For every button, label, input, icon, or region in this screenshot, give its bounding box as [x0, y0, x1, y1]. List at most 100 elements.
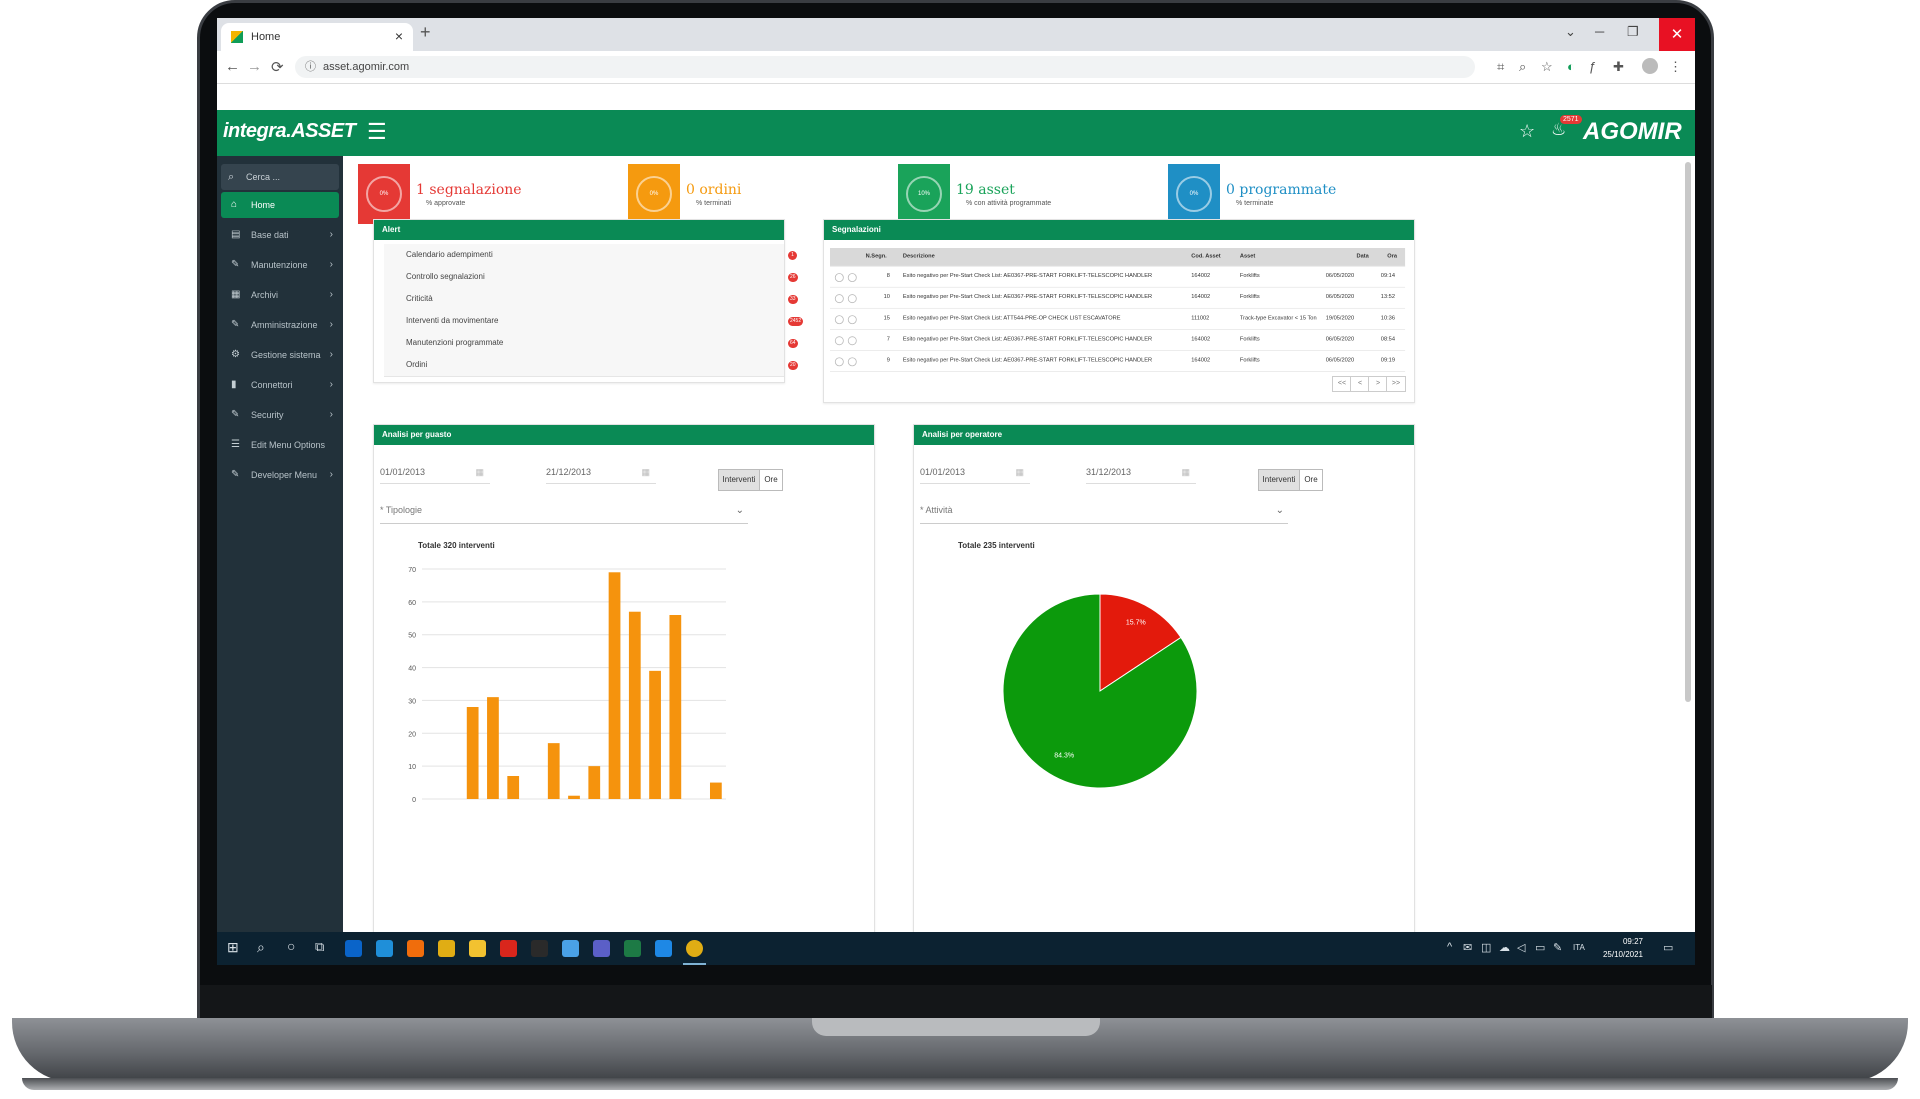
qr-icon[interactable]: ⌗ [1497, 59, 1505, 74]
hamburger-icon[interactable]: ☰ [367, 119, 387, 144]
sidebar-item-9[interactable]: ✎ Developer Menu › [221, 462, 339, 488]
reload-button[interactable]: ⟳ [271, 59, 284, 76]
alert-row[interactable]: Controllo segnalazioni 26 [384, 266, 798, 289]
attivita-select[interactable]: * Attività ⌄ [920, 503, 1288, 524]
column-header[interactable]: Descrizione [902, 253, 935, 260]
kpi-card-2[interactable]: 10% 19 asset % con attività programmate [898, 164, 1188, 232]
interventi-toggle[interactable]: Interventi [718, 469, 760, 491]
column-header[interactable]: Cod. Asset [1191, 253, 1221, 260]
gx-app-icon[interactable] [531, 940, 548, 957]
bar[interactable] [608, 572, 621, 799]
volume-tray-icon[interactable]: ◁ [1517, 942, 1526, 954]
bar[interactable] [709, 782, 722, 799]
cortana-icon[interactable]: ○ [287, 938, 296, 954]
back-button[interactable]: ← [225, 58, 240, 75]
row-radio[interactable] [834, 273, 844, 283]
teams-app-icon[interactable] [593, 940, 610, 957]
site-info-icon[interactable]: ⓘ [305, 61, 316, 73]
alert-row[interactable]: Calendario adempimenti 1 [384, 244, 797, 267]
ore-toggle[interactable]: Ore [1299, 469, 1323, 491]
row-radio[interactable] [847, 336, 857, 346]
extension-icon[interactable]: ◐ [1567, 59, 1575, 74]
notifications-bell-icon[interactable]: ♨ [1551, 120, 1567, 139]
puzzle-icon[interactable]: ✚ [1613, 59, 1624, 74]
function-icon[interactable]: ƒ [1589, 59, 1597, 74]
table-row[interactable]: 9 Esito negativo per Pre-Start Check List… [830, 350, 1406, 372]
sidebar-item-3[interactable]: ▦ Archivi › [221, 282, 339, 308]
row-radio[interactable] [847, 315, 857, 325]
app-logo[interactable]: integra.ASSET [223, 120, 356, 142]
calendar-icon[interactable]: ▦ [475, 467, 484, 477]
language-indicator[interactable]: ITA [1573, 943, 1585, 952]
bar[interactable] [507, 776, 520, 799]
bar[interactable] [588, 766, 601, 799]
date-from-input[interactable]: 01/01/2013 ▦ [380, 467, 490, 484]
calendar-icon[interactable]: ▦ [1015, 467, 1024, 477]
pen-tray-icon[interactable]: ✎ [1553, 942, 1563, 954]
kpi-card-1[interactable]: 0% 0 ordini % terminati [628, 164, 918, 232]
main-scrollbar[interactable] [1685, 162, 1691, 702]
bar[interactable] [466, 707, 479, 799]
row-radio[interactable] [847, 357, 857, 367]
tipologie-select[interactable]: * Tipologie ⌄ [380, 503, 748, 524]
calendar-icon[interactable]: ▦ [1181, 467, 1190, 477]
notifications-icon[interactable]: ▭ [1663, 942, 1674, 954]
table-row[interactable]: 8 Esito negativo per Pre-Start Check List… [830, 266, 1406, 288]
row-radio[interactable] [834, 336, 844, 346]
alert-row[interactable]: Manutenzioni programmate 64 [384, 332, 798, 355]
table-row[interactable]: 7 Esito negativo per Pre-Start Check List… [830, 329, 1406, 351]
task-view-icon[interactable]: ⧉ [315, 939, 325, 954]
table-row[interactable]: 10 Esito negativo per Pre-Start Check Lis… [830, 287, 1406, 309]
column-header[interactable]: N.Segn. [865, 253, 887, 260]
display-tray-icon[interactable]: ▭ [1535, 942, 1546, 954]
interventi-toggle[interactable]: Interventi [1258, 469, 1300, 491]
sidebar-search-input[interactable]: ⌕ Cerca ... [221, 164, 339, 190]
cloud-tray-icon[interactable]: ☁ [1499, 942, 1510, 954]
clock[interactable]: 09:27 25/10/2021 [1597, 935, 1643, 961]
pager-button[interactable]: >> [1386, 376, 1406, 392]
sidebar-item-6[interactable]: ▮ Connettori › [221, 372, 339, 398]
bar[interactable] [547, 743, 560, 799]
profile-avatar[interactable] [1642, 58, 1658, 74]
excel-app-icon[interactable] [624, 940, 641, 957]
pager-button[interactable]: << [1332, 376, 1352, 392]
tab-search-icon[interactable]: ⌄ [1565, 24, 1576, 39]
browser-tab[interactable]: Home × [221, 23, 413, 51]
outlook-app-icon[interactable] [345, 940, 362, 957]
kpi-card-3[interactable]: 0% 0 programmate % terminate [1168, 164, 1458, 232]
mail-tray-icon[interactable]: ✉ [1463, 942, 1473, 954]
row-radio[interactable] [834, 294, 844, 304]
bar[interactable] [649, 670, 661, 799]
sidebar-item-2[interactable]: ✎ Manutenzione › [221, 252, 339, 278]
minimize-button[interactable]: ─ [1595, 24, 1605, 39]
notes-app-icon[interactable] [562, 940, 579, 957]
column-header[interactable]: Ora [1387, 253, 1398, 260]
alert-row[interactable]: Interventi da movimentare 2452 [384, 310, 804, 333]
sidebar-item-8[interactable]: ☰ Edit Menu Options [221, 432, 339, 458]
table-row[interactable]: 15 Esito negativo per Pre-Start Check Lis… [830, 308, 1406, 330]
restore-button[interactable]: ❐ [1627, 24, 1639, 39]
pager-button[interactable]: < [1350, 376, 1370, 392]
mail-app-icon[interactable] [655, 940, 672, 957]
zoom-icon[interactable]: ⌕ [1519, 59, 1527, 74]
calendar-icon[interactable]: ▦ [641, 467, 650, 477]
sidebar-item-4[interactable]: ✎ Amministrazione › [221, 312, 339, 338]
date-to-input[interactable]: 21/12/2013 ▦ [546, 467, 656, 484]
kpi-card-0[interactable]: 0% 1 segnalazione % approvate [358, 164, 648, 232]
row-radio[interactable] [834, 315, 844, 325]
date-from-input[interactable]: 01/01/2013 ▦ [920, 467, 1030, 484]
pie-slice[interactable] [1099, 593, 1182, 692]
bar[interactable] [568, 795, 580, 799]
chrome-app-icon[interactable] [438, 940, 455, 957]
more-menu-icon[interactable]: ⋮ [1669, 59, 1682, 74]
edge-app-icon[interactable] [376, 940, 393, 957]
column-header[interactable]: Asset [1239, 253, 1256, 260]
close-window-button[interactable]: ✕ [1659, 18, 1695, 51]
pdf-app-icon[interactable] [500, 940, 517, 957]
sidebar-item-1[interactable]: ▤ Base dati › [221, 222, 339, 248]
forward-button[interactable]: → [247, 58, 262, 75]
bar[interactable] [628, 611, 641, 799]
network-tray-icon[interactable]: ◫ [1481, 942, 1492, 954]
tab-close-icon[interactable]: × [394, 28, 403, 44]
new-tab-button[interactable]: + [420, 22, 431, 42]
